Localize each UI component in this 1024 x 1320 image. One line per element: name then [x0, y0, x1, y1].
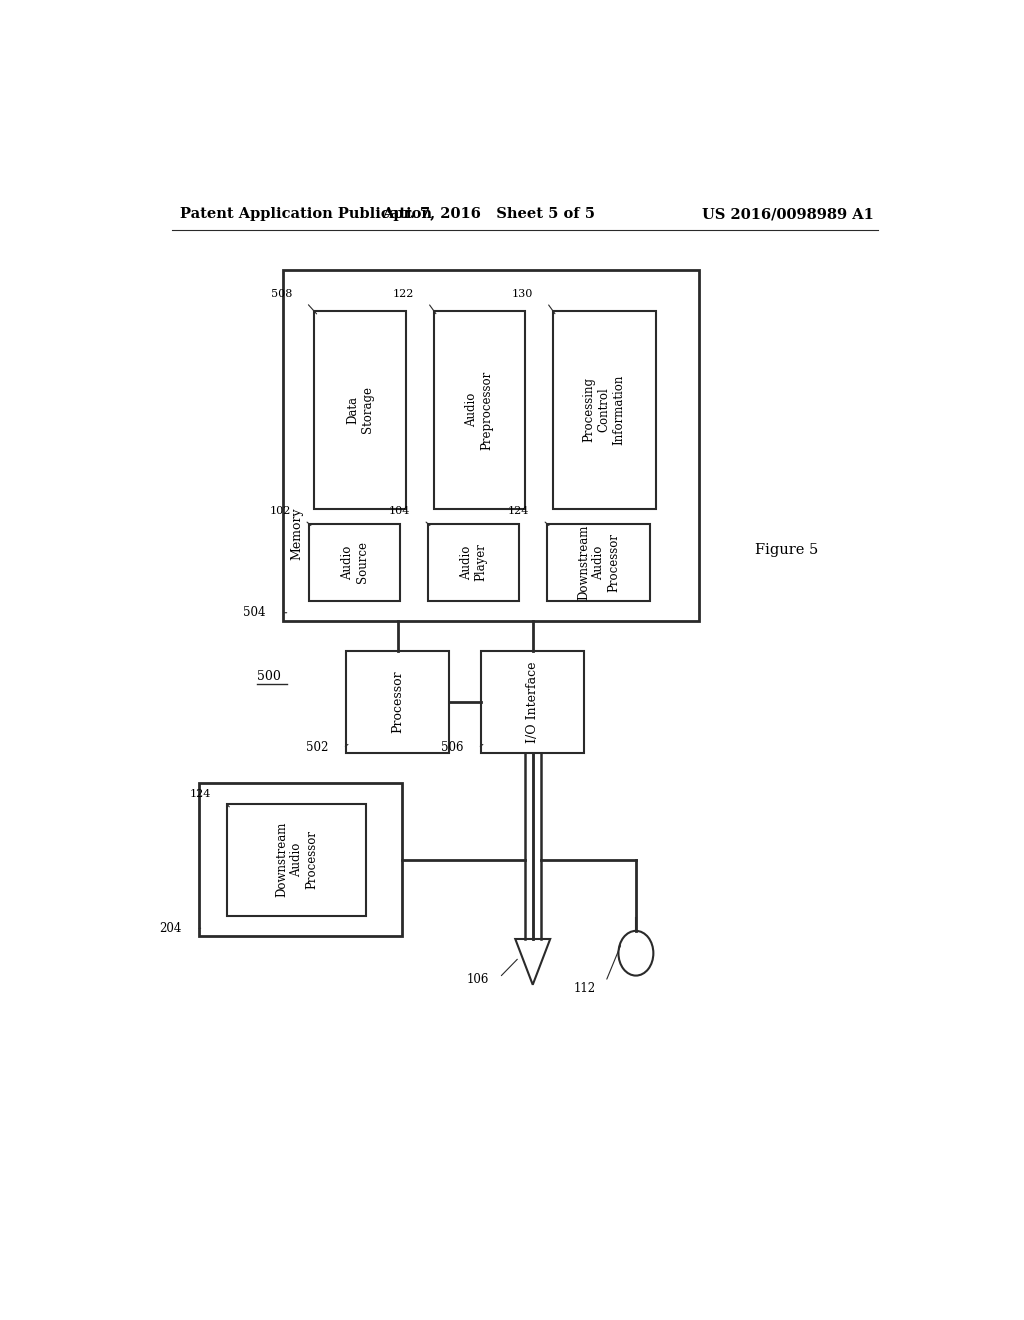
Text: 104: 104 [388, 506, 410, 516]
Text: Memory: Memory [291, 507, 303, 560]
Text: Audio
Player: Audio Player [460, 544, 487, 581]
Bar [481, 651, 585, 752]
Text: Data
Storage: Data Storage [346, 387, 374, 433]
Text: 504: 504 [243, 606, 265, 619]
Text: Downstream
Audio
Processor: Downstream Audio Processor [275, 822, 318, 898]
Bar [433, 310, 524, 510]
Text: Apr. 7, 2016   Sheet 5 of 5: Apr. 7, 2016 Sheet 5 of 5 [383, 207, 596, 222]
Text: 130: 130 [511, 289, 532, 298]
Text: Audio
Source: Audio Source [341, 541, 369, 583]
Text: I/O Interface: I/O Interface [526, 661, 540, 743]
Bar [547, 524, 650, 601]
Text: 502: 502 [306, 742, 329, 755]
Text: 124: 124 [508, 506, 528, 516]
Text: Audio
Preprocessor: Audio Preprocessor [465, 371, 494, 450]
Text: 122: 122 [392, 289, 414, 298]
Text: 102: 102 [269, 506, 291, 516]
Text: Figure 5: Figure 5 [755, 543, 818, 557]
Text: 500: 500 [257, 671, 281, 684]
Text: 506: 506 [441, 742, 464, 755]
Text: Downstream
Audio
Processor: Downstream Audio Processor [578, 525, 621, 601]
Text: 124: 124 [190, 789, 211, 799]
Text: Processor: Processor [391, 671, 404, 734]
Text: Processing
Control
Information: Processing Control Information [583, 375, 626, 445]
Text: 112: 112 [574, 982, 596, 995]
Text: Patent Application Publication: Patent Application Publication [179, 207, 431, 222]
Bar [283, 271, 699, 620]
Bar [553, 310, 655, 510]
Text: 508: 508 [271, 289, 292, 298]
Text: US 2016/0098989 A1: US 2016/0098989 A1 [702, 207, 873, 222]
Bar [346, 651, 450, 752]
Bar [314, 310, 406, 510]
Text: 204: 204 [160, 923, 182, 936]
Text: 106: 106 [467, 973, 489, 986]
Bar [309, 524, 400, 601]
Bar [227, 804, 367, 916]
Bar [200, 784, 401, 936]
Bar [428, 524, 519, 601]
